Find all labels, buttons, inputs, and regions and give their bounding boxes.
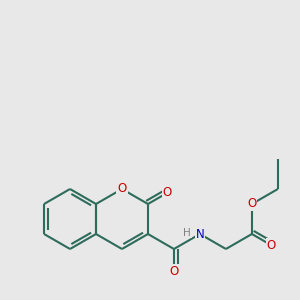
Text: O: O: [267, 239, 276, 252]
Text: O: O: [169, 265, 178, 278]
Text: H: H: [183, 227, 191, 238]
Text: O: O: [247, 197, 256, 211]
Text: O: O: [117, 182, 127, 196]
Text: O: O: [163, 186, 172, 199]
Text: N: N: [196, 227, 204, 241]
